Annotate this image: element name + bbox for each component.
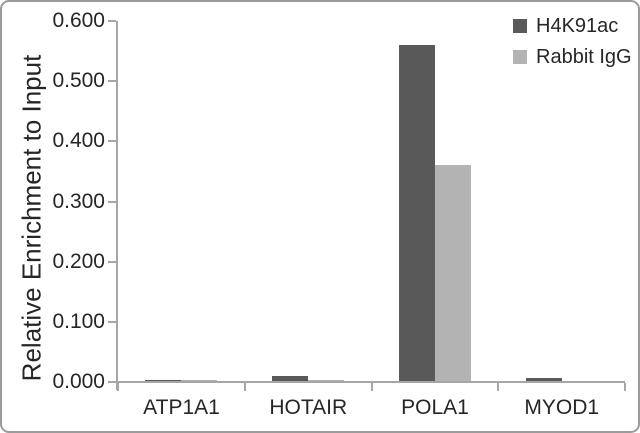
y-tick-mark (108, 80, 116, 83)
bar-h4k91ac-myod1 (525, 378, 562, 382)
y-tick-label: 0.000 (52, 370, 105, 393)
x-tick-label-pola1: POLA1 (401, 396, 469, 419)
y-tick-mark (108, 260, 116, 263)
y-tick-label: 0.100 (52, 309, 105, 333)
y-tick-label: 0.400 (52, 129, 105, 153)
legend-swatch-rabbit-igg (513, 50, 527, 64)
y-tick-label: 0.200 (52, 249, 105, 273)
legend-label-rabbit-igg: Rabbit IgG (536, 45, 632, 68)
x-tick-mark (117, 383, 119, 391)
y-tick-label: 0.300 (52, 189, 105, 213)
legend-label-h4k91ac: H4K91ac (536, 14, 619, 37)
x-tick-mark (497, 383, 500, 391)
x-tick-mark (624, 383, 626, 391)
legend: H4K91ac Rabbit IgG (513, 15, 632, 68)
x-tick-label-myod1: MYOD1 (524, 396, 600, 419)
y-axis-line (116, 21, 118, 390)
x-tick-label-hotair: HOTAIR (269, 396, 348, 419)
bar-rabbit-igg-pola1 (434, 165, 471, 382)
y-tick-label: 0.600 (52, 9, 105, 32)
bar-h4k91ac-pola1 (398, 45, 435, 382)
legend-swatch-h4k91ac (513, 19, 527, 33)
y-tick-mark (108, 200, 116, 203)
x-tick-label-atp1a1: ATP1A1 (143, 396, 220, 419)
x-tick-mark (243, 383, 246, 391)
bar-h4k91ac-hotair (272, 375, 309, 382)
x-axis-line (116, 381, 625, 383)
y-tick-mark (108, 140, 116, 143)
bar-h4k91ac-atp1a1 (145, 379, 182, 382)
y-tick-mark (108, 381, 116, 383)
y-tick-label: 0.500 (52, 69, 105, 93)
y-tick-mark (108, 20, 116, 22)
y-tick-mark (108, 320, 116, 323)
x-tick-mark (370, 383, 373, 391)
legend-item-h4k91ac: H4K91ac (513, 15, 632, 37)
legend-item-rabbit-igg: Rabbit IgG (513, 46, 632, 68)
